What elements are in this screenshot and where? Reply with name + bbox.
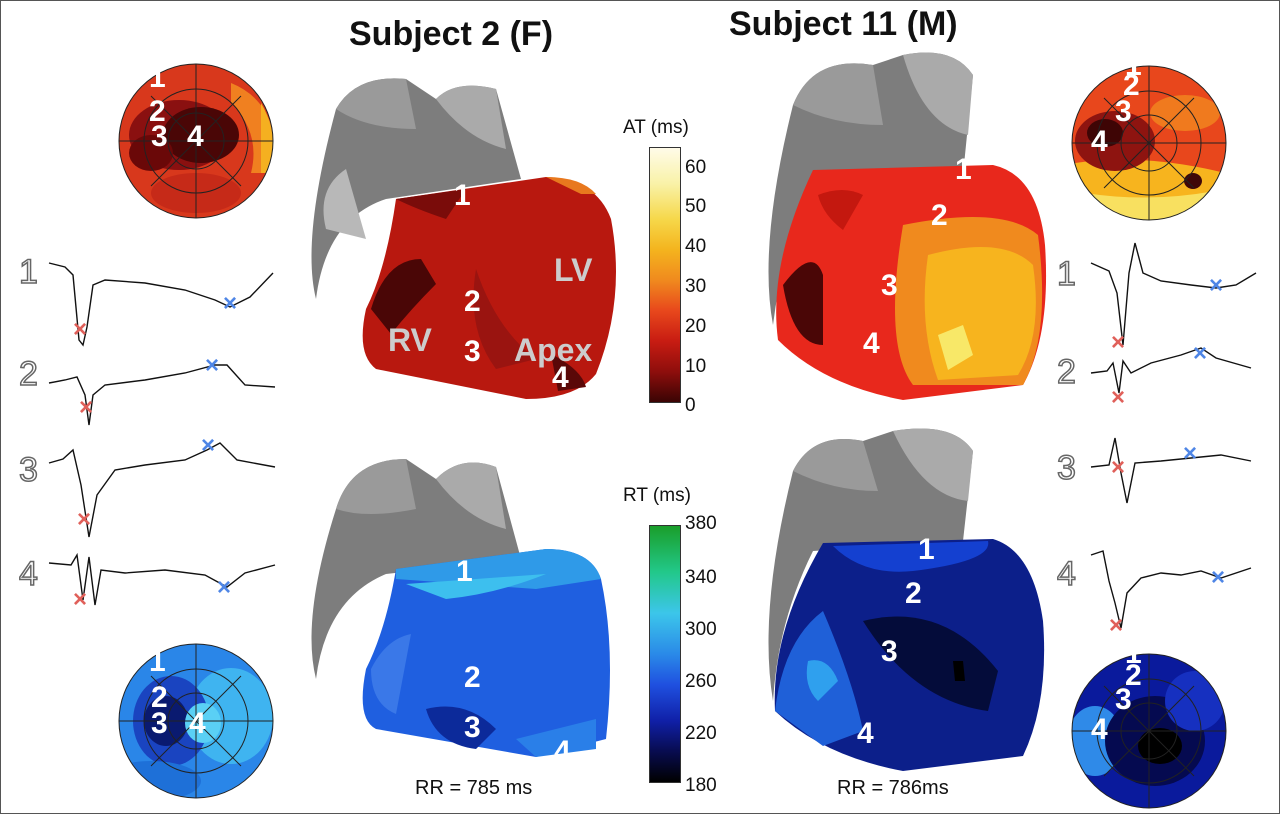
activation-marker: × <box>1111 384 1125 411</box>
site-label-4: 4 <box>863 327 880 360</box>
rt-tick-380: 380 <box>685 513 717 534</box>
repolarization-marker: × <box>1183 440 1197 467</box>
bullseye-label-4: 4 <box>189 707 206 740</box>
rt-tick-220: 220 <box>685 723 717 744</box>
activation-marker: × <box>1111 454 1125 481</box>
site-label-3: 3 <box>881 269 898 302</box>
repolarization-marker: × <box>223 290 237 317</box>
bullseye-label-3: 3 <box>1115 683 1132 716</box>
site-label-3: 3 <box>881 635 898 668</box>
bullseye-label-2: 2 <box>1125 659 1142 692</box>
bullseye-label-1: 1 <box>149 645 166 678</box>
trace-number-4: 4 <box>1057 555 1076 593</box>
site-label-4: 4 <box>552 361 569 394</box>
site-label-3: 3 <box>464 335 481 368</box>
at-tick-0: 0 <box>685 395 696 416</box>
at-tick-50: 50 <box>685 196 707 217</box>
repolarization-marker: × <box>201 432 215 459</box>
region-label-apex: Apex <box>514 332 592 368</box>
at-colorbar <box>649 147 681 403</box>
rt-tick-340: 340 <box>685 567 717 588</box>
rt-bullseye-subject-2: 1 2 3 4 <box>118 643 274 799</box>
at-tick-60: 60 <box>685 157 707 178</box>
heart-at-subject-11: 1 2 3 4 <box>768 52 1047 400</box>
repolarization-marker: × <box>1209 272 1223 299</box>
rt-tick-300: 300 <box>685 619 717 640</box>
activation-marker: × <box>77 506 91 533</box>
bullseye-label-3: 3 <box>151 707 168 740</box>
bullseye-label-1: 1 <box>1125 641 1142 670</box>
site-label-4: 4 <box>554 735 571 768</box>
site-label-2: 2 <box>905 577 922 610</box>
at-tick-30: 30 <box>685 276 707 297</box>
trace-number-3: 3 <box>19 451 38 489</box>
trace-number-2: 2 <box>19 355 38 393</box>
repolarization-marker: × <box>1193 340 1207 367</box>
region-label-rv: RV <box>388 322 433 358</box>
bullseye-label-1: 1 <box>149 63 166 94</box>
region-label-lv: LV <box>554 252 593 288</box>
site-label-1: 1 <box>918 533 935 566</box>
electrograms-subject-11: 1 × × 2 × × 3 × × 4 × × <box>1056 242 1257 639</box>
rr-subject-2: RR = 785 ms <box>415 777 533 799</box>
title-subject-2: Subject 2 (F) <box>349 15 554 53</box>
activation-marker: × <box>73 316 87 343</box>
activation-marker: × <box>1109 612 1123 639</box>
at-tick-20: 20 <box>685 316 707 337</box>
repolarization-marker: × <box>1211 564 1225 591</box>
bullseye-label-1: 1 <box>1125 53 1142 82</box>
trace-number-1: 1 <box>19 253 38 291</box>
bullseye-label-2: 2 <box>151 681 168 714</box>
site-label-1: 1 <box>456 555 473 588</box>
repolarization-marker: × <box>217 574 231 601</box>
site-label-2: 2 <box>464 285 481 318</box>
bullseye-label-3: 3 <box>151 120 168 153</box>
rt-colorbar <box>649 525 681 783</box>
rt-bullseye-subject-11: 1 2 3 4 <box>1071 641 1227 809</box>
trace-number-3: 3 <box>1057 449 1076 487</box>
at-tick-10: 10 <box>685 356 707 377</box>
rt-colorbar-title: RT (ms) <box>623 485 691 506</box>
site-label-2: 2 <box>931 199 948 232</box>
at-colorbar-title: AT (ms) <box>623 117 689 138</box>
at-bullseye-subject-2: 1 2 3 4 <box>118 63 274 219</box>
activation-marker: × <box>73 586 87 613</box>
bullseye-label-4: 4 <box>187 120 204 153</box>
bullseye-label-2: 2 <box>149 95 166 128</box>
heart-rt-subject-11: 1 2 3 4 <box>768 428 1045 771</box>
title-subject-11: Subject 11 (M) <box>729 5 958 43</box>
at-tick-40: 40 <box>685 236 707 257</box>
rt-tick-260: 260 <box>685 671 717 692</box>
bullseye-label-4: 4 <box>1091 125 1108 158</box>
site-label-2: 2 <box>464 661 481 694</box>
rr-subject-11: RR = 786ms <box>837 777 949 799</box>
heart-at-subject-2: 1 2 3 4 RV LV Apex <box>311 78 616 399</box>
electrograms-subject-2: 1 × × 2 × × 3 × × 4 × × <box>18 252 276 613</box>
at-bullseye-subject-11: 1 2 3 4 <box>1071 53 1227 221</box>
site-label-1: 1 <box>955 153 972 186</box>
activation-marker: × <box>1111 329 1125 356</box>
bullseye-label-2: 2 <box>1123 69 1140 102</box>
trace-number-1: 1 <box>1057 255 1076 293</box>
trace-number-2: 2 <box>1057 353 1076 391</box>
rt-tick-180: 180 <box>685 775 717 796</box>
activation-marker: × <box>79 394 93 421</box>
repolarization-marker: × <box>205 352 219 379</box>
site-label-4: 4 <box>857 717 874 750</box>
trace-number-4: 4 <box>19 555 38 593</box>
site-label-3: 3 <box>464 711 481 744</box>
bullseye-label-4: 4 <box>1091 713 1108 746</box>
site-label-1: 1 <box>454 179 471 212</box>
bullseye-label-3: 3 <box>1115 95 1132 128</box>
heart-rt-subject-2: 1 2 3 4 <box>311 459 610 768</box>
